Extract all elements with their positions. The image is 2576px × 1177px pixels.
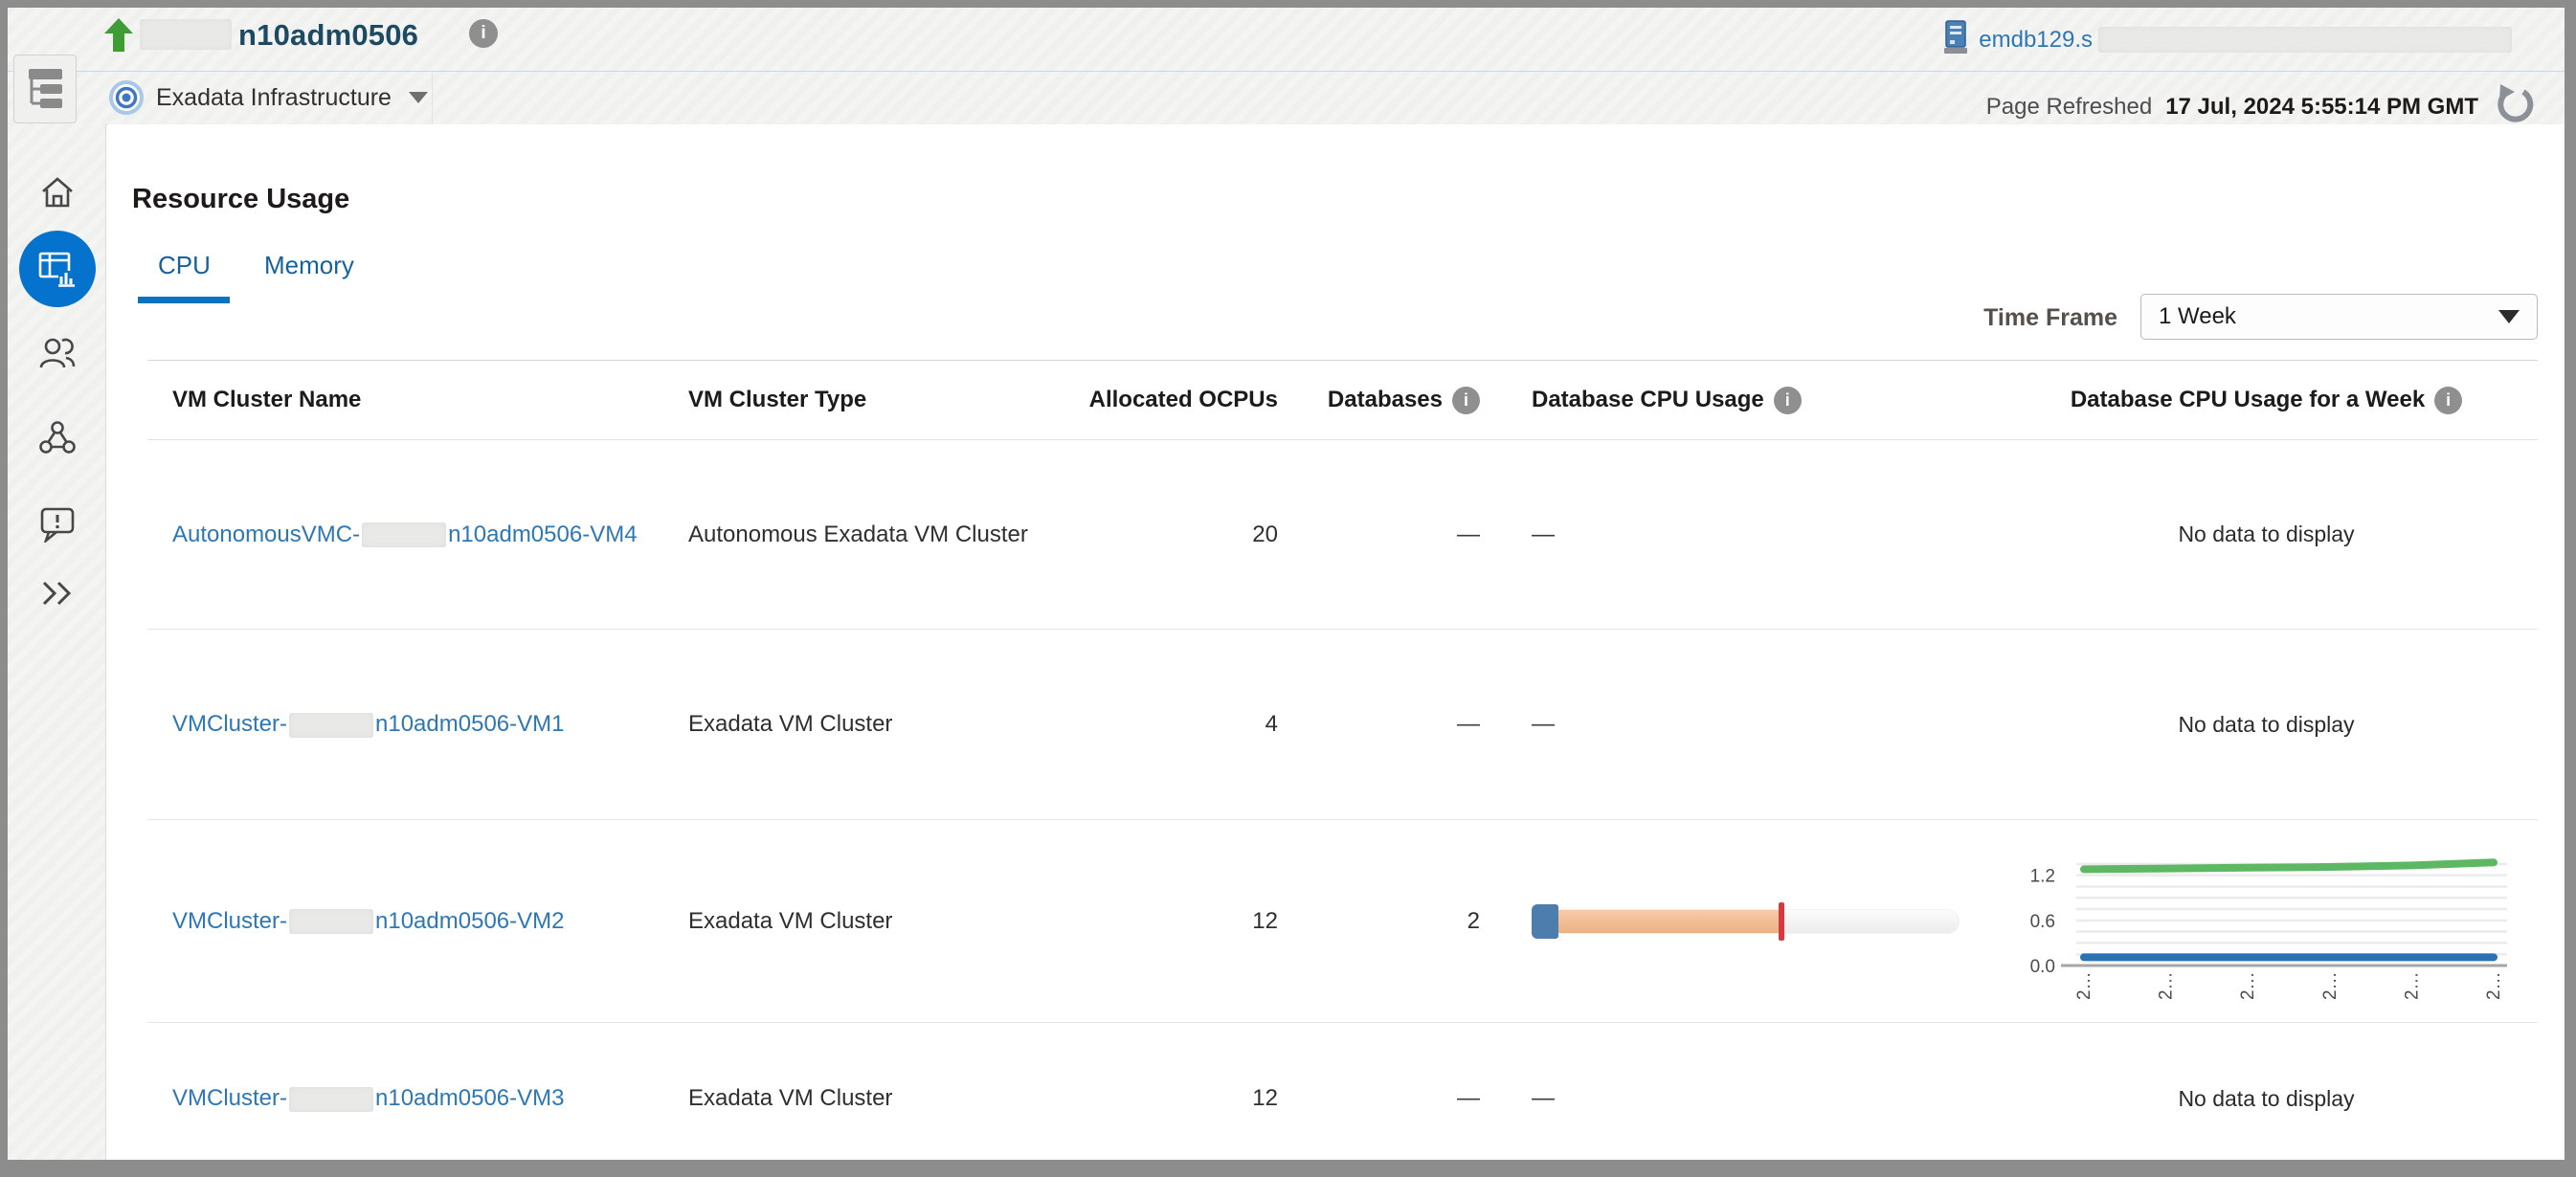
active-item-highlight (18, 231, 96, 307)
column-header-database-cpu-usage-week: Database CPU Usage for a Week (1995, 386, 2538, 414)
allocated-ocpus: 20 (1252, 521, 1278, 547)
sidebar-item-topology[interactable] (8, 420, 106, 455)
cpu-usage-value: — (1532, 1085, 1555, 1111)
svg-text:1.2: 1.2 (2029, 866, 2054, 886)
section-title: Resource Usage (132, 184, 350, 214)
vm-cluster-type: Autonomous Exadata VM Cluster (688, 521, 1028, 547)
sidebar-item-resource-usage[interactable] (8, 231, 106, 307)
redacted-host-text (2098, 27, 2512, 53)
cpu-usage-value: — (1532, 521, 1555, 547)
redacted-title-text (140, 19, 232, 50)
vm-cluster-link[interactable]: AutonomousVMC-n10adm0506-VM4 (172, 521, 638, 548)
week-usage-chart: 0.0 0.6 1.2 2… 2… 2… 2… 2… 2… (2029, 857, 2507, 1000)
members-icon (39, 338, 75, 368)
databases-value: — (1457, 521, 1480, 547)
context-bar-divider (432, 72, 433, 124)
vm-cluster-link[interactable]: VMCluster-n10adm0506-VM3 (172, 1085, 565, 1112)
refresh-icon[interactable] (2492, 82, 2536, 131)
target-type-label: Exadata Infrastructure (156, 83, 392, 111)
column-header-vm-cluster-name: VM Cluster Name (172, 387, 362, 412)
sidebar-item-members[interactable] (8, 337, 106, 369)
column-header-vm-cluster-type: VM Cluster Type (688, 387, 867, 412)
databases-value: — (1457, 711, 1480, 737)
sidebar-item-home[interactable] (8, 176, 106, 209)
svg-text:2…: 2… (2074, 971, 2094, 1000)
active-tab-indicator (138, 297, 230, 303)
host-link[interactable]: emdb129.s (1979, 26, 2093, 53)
main-content: Resource Usage CPU Memory Time Frame 1 W… (107, 124, 2565, 1160)
table-row: VMCluster-n10adm0506-VM3 Exadata VM Clus… (147, 1023, 2538, 1160)
vm-cluster-link[interactable]: VMCluster-n10adm0506-VM1 (172, 711, 565, 738)
vm-cluster-type: Exadata VM Cluster (688, 1085, 893, 1111)
vm-cluster-link[interactable]: VMCluster-n10adm0506-VM2 (172, 907, 565, 935)
table-row: VMCluster-n10adm0506-VM1 Exadata VM Clus… (147, 630, 2538, 820)
redacted-name-part (289, 712, 374, 738)
svg-text:2…: 2… (2402, 971, 2422, 1000)
tab-memory[interactable]: Memory (264, 251, 354, 279)
week-usage-empty: No data to display (2178, 711, 2355, 737)
table-row: VMCluster-n10adm0506-VM2 Exadata VM Clus… (147, 820, 2538, 1023)
host-server-icon (1943, 20, 1969, 59)
table-header-row: VM Cluster Name VM Cluster Type Allocate… (147, 361, 2538, 440)
databases-value: — (1457, 1085, 1480, 1111)
time-frame-label: Time Frame (1983, 304, 2117, 331)
svg-text:0.6: 0.6 (2029, 911, 2054, 931)
redacted-name-part (289, 909, 374, 935)
allocated-ocpus: 12 (1252, 907, 1278, 934)
top-header: n10adm0506 emdb129.s (8, 8, 2565, 125)
week-usage-empty: No data to display (2178, 522, 2355, 546)
sidebar (8, 124, 106, 1160)
svg-text:2…: 2… (2238, 971, 2258, 1000)
database-cpu-usage-info-icon[interactable] (1773, 386, 1802, 414)
column-header-database-cpu-usage: Database CPU Usage (1490, 386, 1995, 414)
allocated-ocpus: 4 (1265, 711, 1278, 737)
databases-value: 2 (1467, 907, 1480, 934)
vm-cluster-type: Exadata VM Cluster (688, 711, 893, 737)
cpu-usage-value: — (1532, 711, 1555, 737)
chevron-down-icon (2498, 310, 2520, 323)
target-type-selector[interactable]: Exadata Infrastructure (108, 79, 428, 116)
title-info-icon[interactable] (469, 19, 498, 48)
svg-text:2…: 2… (2484, 971, 2504, 1000)
time-frame-value: 1 Week (2159, 303, 2236, 329)
database-cpu-usage-week-info-icon[interactable] (2434, 386, 2463, 414)
page-title: n10adm0506 (238, 18, 419, 52)
status-up-arrow-icon (102, 17, 135, 58)
cpu-usage-bar (1532, 901, 1960, 941)
column-header-databases: Databases (1278, 386, 1490, 414)
tree-menu-icon (29, 69, 62, 108)
redacted-name-part (289, 1086, 374, 1112)
allocated-ocpus: 12 (1252, 1085, 1278, 1111)
redacted-name-part (362, 522, 447, 548)
column-header-allocated-ocpus: Allocated OCPUs (1088, 387, 1278, 412)
target-bullseye-icon (109, 80, 144, 115)
vm-cluster-table: VM Cluster Name VM Cluster Type Allocate… (147, 360, 2538, 1160)
target-navigation-toggle[interactable] (13, 55, 77, 123)
title-bar: n10adm0506 emdb129.s (8, 8, 2565, 72)
home-icon (41, 177, 73, 208)
double-chevron-right-icon (42, 581, 71, 606)
app-root: n10adm0506 emdb129.s (8, 8, 2565, 1160)
week-usage-empty: No data to display (2178, 1085, 2355, 1111)
topology-icon (38, 421, 76, 454)
svg-text:2…: 2… (2319, 971, 2340, 1000)
time-frame-select[interactable]: 1 Week (2140, 294, 2538, 340)
svg-text:2…: 2… (2156, 971, 2176, 1000)
tab-cpu[interactable]: CPU (158, 251, 211, 279)
sidebar-item-incidents[interactable] (8, 506, 106, 543)
page-refreshed-label: Page Refreshed (1985, 93, 2153, 120)
resource-usage-icon (38, 252, 75, 287)
table-row: AutonomousVMC-n10adm0506-VM4 Autonomous … (147, 440, 2538, 630)
svg-text:0.0: 0.0 (2029, 957, 2054, 977)
page-refreshed-time: 17 Jul, 2024 5:55:14 PM GMT (2165, 93, 2478, 120)
feedback-alert-icon (40, 507, 74, 543)
databases-info-icon[interactable] (1452, 386, 1480, 414)
vm-cluster-type: Exadata VM Cluster (688, 907, 893, 934)
sidebar-item-expand[interactable] (8, 579, 106, 608)
chevron-down-icon (408, 92, 428, 103)
